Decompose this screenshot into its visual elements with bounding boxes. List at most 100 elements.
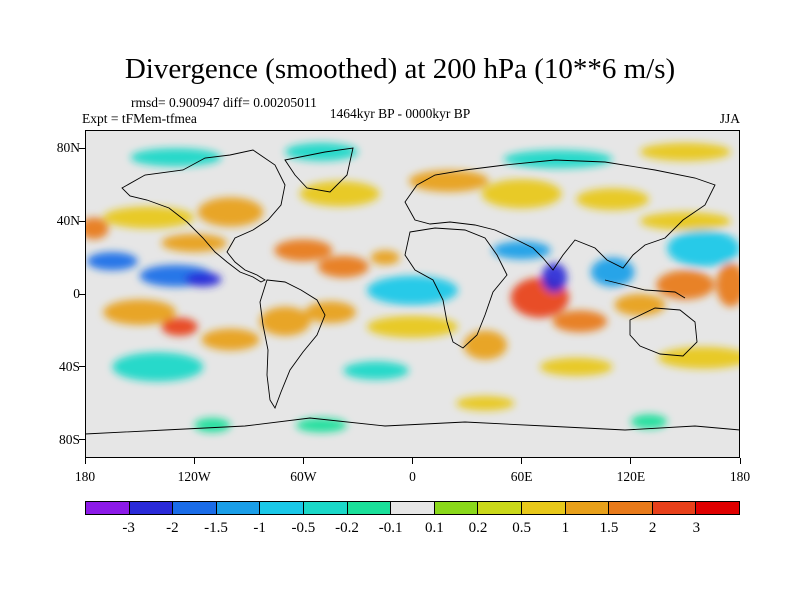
coastline-south-america bbox=[259, 279, 326, 410]
anomaly-region-28 bbox=[492, 241, 551, 260]
colorbar-segment-13 bbox=[652, 502, 697, 514]
anomaly-region-14 bbox=[197, 197, 264, 227]
y-tick-4 bbox=[79, 439, 85, 441]
season-label: JJA bbox=[719, 111, 740, 126]
anomaly-region-15 bbox=[299, 181, 380, 207]
coastline-north-america bbox=[121, 149, 286, 283]
anomaly-region-9 bbox=[103, 299, 176, 325]
x-tick-label-3: 0 bbox=[409, 469, 416, 484]
anomaly-region-35 bbox=[463, 330, 508, 360]
colorbar-label-2: -1.5 bbox=[204, 520, 228, 536]
anomaly-region-34 bbox=[367, 315, 458, 338]
anomaly-region-43 bbox=[456, 396, 515, 411]
colorbar-label-5: -0.2 bbox=[335, 520, 359, 536]
y-tick-label-1: 40N bbox=[56, 213, 80, 229]
x-tick-6 bbox=[739, 458, 741, 464]
anomaly-region-33 bbox=[367, 275, 458, 305]
colorbar-segment-9 bbox=[478, 502, 522, 514]
colorbar-segment-5 bbox=[303, 502, 348, 514]
colorbar-label-10: 1 bbox=[561, 520, 570, 536]
colorbar-segment-11 bbox=[565, 502, 610, 514]
colorbar-segment-12 bbox=[609, 502, 653, 514]
x-tick-5 bbox=[630, 458, 632, 464]
anomaly-region-4 bbox=[103, 206, 195, 229]
anomaly-region-29 bbox=[590, 257, 635, 287]
colorbar-label-13: 3 bbox=[692, 520, 701, 536]
colorbar-segment-10 bbox=[521, 502, 566, 514]
x-tick-label-2: 60W bbox=[290, 469, 317, 484]
anomaly-region-24 bbox=[639, 212, 731, 231]
colorbar-segment-0 bbox=[86, 502, 130, 514]
stats-text: rmsd= 0.900947 diff= 0.00205011 bbox=[131, 95, 317, 110]
colorbar-label-9: 0.5 bbox=[512, 520, 532, 536]
anomaly-region-22 bbox=[576, 188, 650, 211]
divergence-field bbox=[85, 142, 740, 433]
colorbar-segment-6 bbox=[347, 502, 392, 514]
anomaly-region-41 bbox=[296, 417, 347, 433]
anomaly-region-5 bbox=[161, 233, 227, 253]
anomaly-region-7 bbox=[317, 255, 369, 278]
coastline-greenland bbox=[284, 147, 354, 193]
colorbar-label-1: -2 bbox=[166, 520, 179, 536]
anomaly-region-0 bbox=[86, 252, 138, 271]
coastline-eurasia bbox=[404, 159, 716, 271]
colorbar-label-11: 1.5 bbox=[599, 520, 619, 536]
anomaly-region-3 bbox=[85, 217, 109, 240]
anomaly-region-18 bbox=[408, 170, 489, 192]
colorbar-label-6: -0.1 bbox=[378, 520, 403, 536]
colorbar-segment-3 bbox=[216, 502, 261, 514]
y-tick-0 bbox=[79, 147, 85, 149]
anomaly-region-13 bbox=[305, 301, 357, 324]
anomaly-region-26 bbox=[552, 310, 608, 333]
experiment-text: Expt = tFMem-tfmea bbox=[82, 111, 197, 126]
y-tick-label-2: 0 bbox=[73, 286, 80, 301]
x-tick-1 bbox=[193, 458, 195, 464]
coastline-antarctica bbox=[85, 417, 740, 435]
anomaly-region-38 bbox=[539, 357, 613, 376]
y-tick-3 bbox=[79, 366, 85, 368]
anomaly-region-11 bbox=[201, 328, 260, 351]
y-tick-1 bbox=[79, 220, 85, 222]
coastline-africa bbox=[404, 227, 508, 349]
colorbar-label-4: -0.5 bbox=[291, 520, 316, 536]
anomaly-region-32 bbox=[716, 263, 740, 307]
colorbar-label-7: 0.1 bbox=[424, 520, 444, 536]
colorbar-segment-4 bbox=[260, 502, 304, 514]
anomaly-region-2 bbox=[185, 272, 222, 287]
anomaly-region-36 bbox=[112, 352, 204, 382]
anomaly-region-42 bbox=[630, 414, 668, 429]
anomaly-region-27 bbox=[541, 263, 568, 293]
colorbar-segment-7 bbox=[391, 502, 435, 514]
y-tick-label-3: 40S bbox=[58, 358, 80, 374]
colorbar-label-0: -3 bbox=[122, 520, 135, 536]
anomaly-region-8 bbox=[370, 250, 400, 265]
anomaly-region-30 bbox=[614, 294, 666, 316]
colorbar-segment-1 bbox=[129, 502, 174, 514]
map-svg bbox=[85, 142, 740, 435]
y-tick-label-4: 80S bbox=[58, 431, 80, 447]
y-tick-label-0: 80N bbox=[56, 140, 80, 156]
map-plot-area bbox=[85, 130, 740, 458]
anomaly-region-40 bbox=[194, 417, 231, 433]
coastline-australia bbox=[629, 307, 698, 357]
anomaly-region-23 bbox=[667, 230, 740, 267]
anomaly-region-20 bbox=[639, 142, 731, 161]
x-tick-2 bbox=[302, 458, 304, 464]
anomaly-region-12 bbox=[259, 306, 311, 336]
anomaly-region-39 bbox=[658, 346, 740, 369]
anomaly-region-19 bbox=[503, 150, 613, 169]
coastlines bbox=[85, 147, 740, 435]
chart-title: Divergence (smoothed) at 200 hPa (10**6 … bbox=[124, 53, 676, 85]
coastline-maritime-continent bbox=[604, 279, 686, 299]
x-tick-label-1: 120W bbox=[177, 469, 211, 484]
y-tick-2 bbox=[79, 293, 85, 295]
colorbar-label-8: 0.2 bbox=[468, 520, 488, 536]
anomaly-region-31 bbox=[656, 270, 715, 300]
anomaly-region-37 bbox=[343, 361, 409, 380]
colorbar-segment-8 bbox=[434, 502, 479, 514]
anomaly-region-6 bbox=[274, 239, 333, 262]
x-tick-label-5: 120E bbox=[616, 469, 646, 484]
x-tick-label-6: 180 bbox=[729, 469, 751, 484]
colorbar-label-3: -1 bbox=[253, 520, 266, 536]
anomaly-region-21 bbox=[481, 179, 562, 209]
